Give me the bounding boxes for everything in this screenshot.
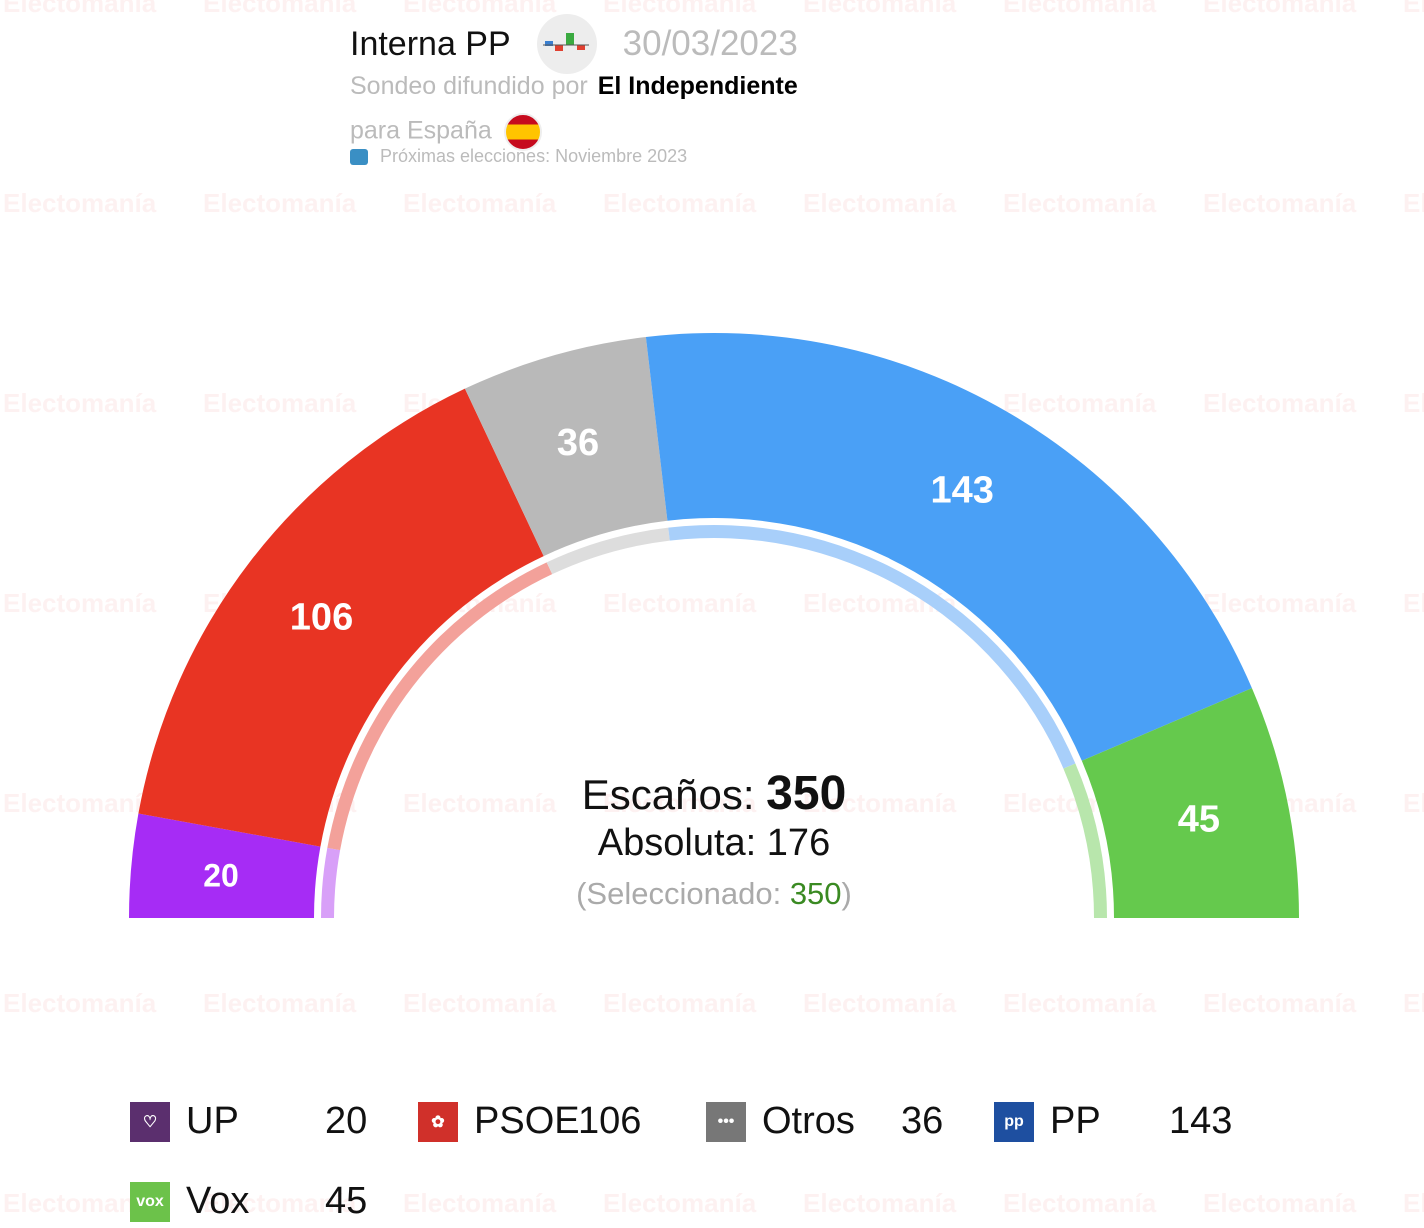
inner-ring-vox: [1063, 763, 1108, 918]
seats-label: Escaños:: [581, 771, 755, 818]
legend-value: 36: [901, 1100, 944, 1142]
legend-item-vox[interactable]: vox Vox 45: [130, 1180, 367, 1223]
source-line: Sondeo difundido por El Independiente: [350, 72, 798, 101]
legend-value: 45: [325, 1180, 368, 1222]
seats-value: 350: [766, 767, 847, 820]
heart-icon: ♡: [130, 1101, 170, 1142]
legend-value: 143: [1169, 1100, 1233, 1142]
majority: Absoluta: 176: [414, 822, 1014, 865]
vox-logo-icon: vox: [130, 1181, 170, 1222]
pp-logo-icon: pp: [994, 1101, 1034, 1142]
seat-segment-pp[interactable]: [645, 333, 1252, 761]
selected-label: (Seleccionado:: [576, 876, 782, 911]
legend-item-otros[interactable]: ••• Otros 36: [706, 1100, 943, 1143]
inner-ring-pp: [668, 525, 1076, 769]
seat-segment-otros[interactable]: [464, 336, 668, 557]
scope-line: para España: [350, 113, 542, 151]
legend-name: Otros: [762, 1100, 855, 1142]
seat-segment-psoe[interactable]: [138, 388, 544, 847]
legend-item-up[interactable]: ♡ UP 20: [130, 1100, 367, 1143]
seat-label-up: 20: [203, 858, 239, 894]
seat-label-psoe: 106: [290, 596, 353, 638]
legend-item-psoe[interactable]: ✿ PSOE 106: [418, 1100, 641, 1143]
ballot-box-icon: [350, 149, 368, 166]
legend-name: PP: [1050, 1100, 1101, 1142]
inner-ring-up: [321, 847, 341, 918]
seat-label-otros: 36: [557, 422, 599, 464]
selected-close: ): [841, 876, 852, 911]
inner-ring-otros: [546, 527, 670, 575]
seat-segment-vox[interactable]: [1081, 688, 1299, 918]
legend-name: UP: [186, 1100, 239, 1142]
seats-total: Escaños: 350: [414, 766, 1014, 821]
legend-name: Vox: [186, 1180, 250, 1222]
seat-label-pp: 143: [930, 470, 993, 512]
header: Interna PP 30/03/2023: [350, 14, 798, 74]
seat-label-vox: 45: [1178, 799, 1220, 841]
legend-value: 20: [325, 1100, 368, 1142]
pollster-logo-icon: [536, 14, 597, 74]
rose-icon: ✿: [418, 1101, 458, 1142]
source-name[interactable]: El Independiente: [597, 72, 798, 100]
next-elections: Próximas elecciones: Noviembre 2023: [350, 146, 687, 167]
selected: (Seleccionado: 350): [414, 876, 1014, 912]
legend-value: 106: [578, 1100, 642, 1142]
seat-segment-up[interactable]: [129, 813, 321, 918]
poll-title: Interna PP: [350, 24, 511, 63]
poll-date: 30/03/2023: [622, 24, 798, 63]
dots-icon: •••: [706, 1101, 746, 1142]
next-elections-text: Próximas elecciones: Noviembre 2023: [380, 146, 688, 166]
spain-flag-icon: [503, 113, 542, 151]
scope: para España: [350, 116, 492, 145]
majority-label: Absoluta:: [597, 822, 757, 864]
legend-item-pp[interactable]: pp PP 143: [994, 1100, 1232, 1143]
source-prefix: Sondeo difundido por: [350, 72, 588, 100]
selected-value: 350: [789, 876, 842, 911]
legend-name: PSOE: [474, 1100, 580, 1142]
majority-value: 176: [766, 822, 831, 864]
